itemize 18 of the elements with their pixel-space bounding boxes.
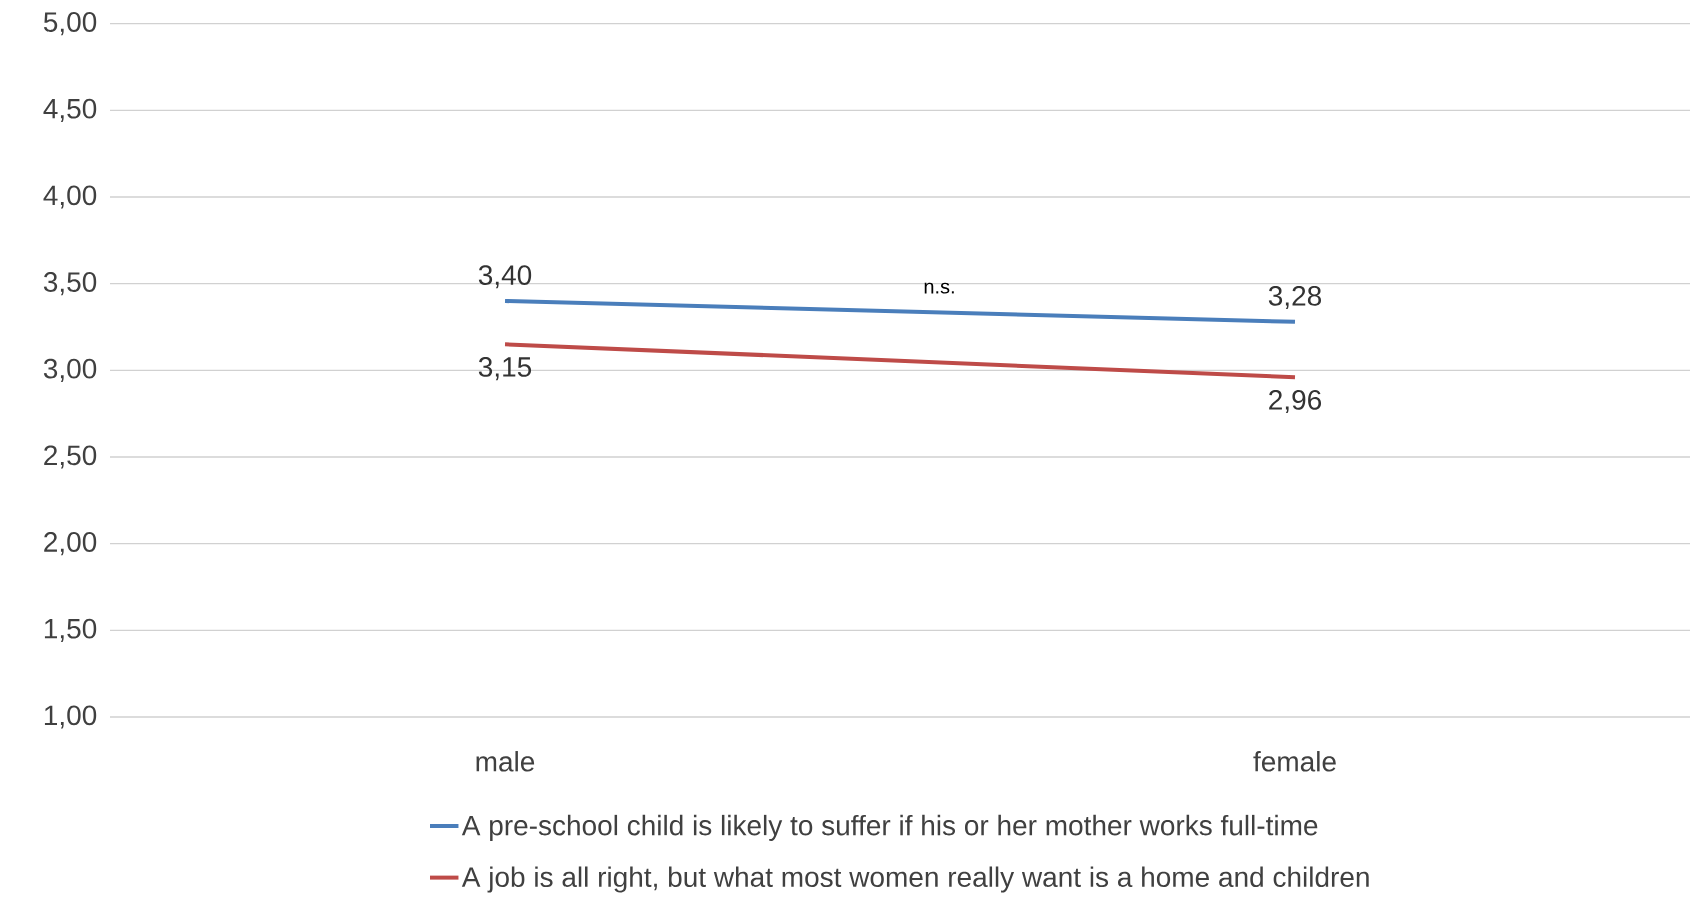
annotation: n.s. xyxy=(924,282,954,294)
y-tick-label: 4,00 xyxy=(43,185,97,209)
y-tick-label: 3,50 xyxy=(43,272,97,296)
data-label: 3,15 xyxy=(478,357,532,381)
x-tick-label: female xyxy=(1253,751,1336,772)
y-tick-label: 5,00 xyxy=(43,12,97,36)
y-tick-label: 2,50 xyxy=(44,445,97,469)
y-tick-label: 3,00 xyxy=(43,358,97,382)
y-tick-label: 1,00 xyxy=(44,705,97,729)
data-label: 3,28 xyxy=(1268,285,1322,310)
legend-label: A pre-school child is likely to suffer if his or her mother works full-time xyxy=(461,814,1318,841)
data-label: 2,96 xyxy=(1269,389,1322,414)
data-label: 3,40 xyxy=(478,265,532,289)
x-tick-label: male xyxy=(476,751,535,772)
y-tick-label: 2,00 xyxy=(44,532,97,556)
legend-label: A job is all right, but what most women really want is a home and children xyxy=(461,866,1369,893)
y-tick-label: 1,50 xyxy=(44,618,97,642)
y-tick-label: 4,50 xyxy=(43,98,97,122)
